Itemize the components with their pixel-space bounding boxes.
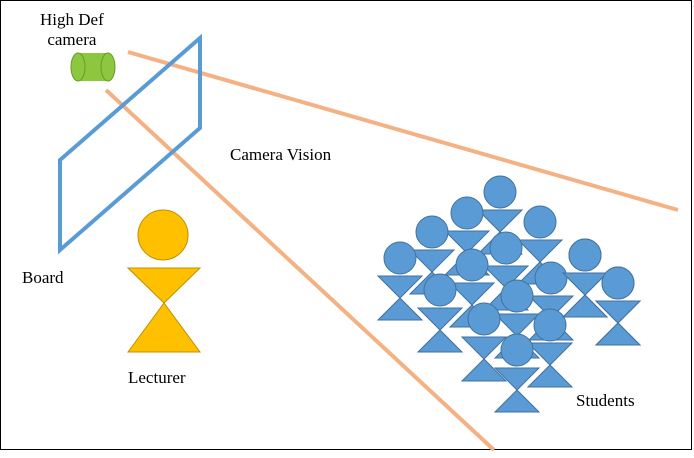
students-group xyxy=(376,175,642,413)
student-figure-icon xyxy=(493,333,541,413)
student-figure-icon xyxy=(561,238,609,318)
vision-line-upper xyxy=(127,50,679,212)
student-figure-icon xyxy=(526,308,574,388)
lecturer-figure-icon xyxy=(126,209,202,353)
camera-label: High Def camera xyxy=(40,10,104,50)
camera-label-line1: High Def xyxy=(40,10,104,29)
student-figure-icon xyxy=(460,302,508,382)
student-figure-icon xyxy=(594,266,642,346)
students-label: Students xyxy=(576,391,635,410)
board-label: Board xyxy=(22,268,64,287)
lecturer-label: Lecturer xyxy=(128,368,186,387)
diagram-frame xyxy=(0,0,692,450)
student-figure-icon xyxy=(416,273,464,353)
camera-vision-label: Camera Vision xyxy=(230,145,332,164)
board xyxy=(58,33,202,255)
high-def-camera-icon xyxy=(70,52,116,82)
student-figure-icon xyxy=(376,241,424,321)
camera-label-line2: camera xyxy=(47,30,97,49)
vision-line-lower xyxy=(104,88,496,452)
